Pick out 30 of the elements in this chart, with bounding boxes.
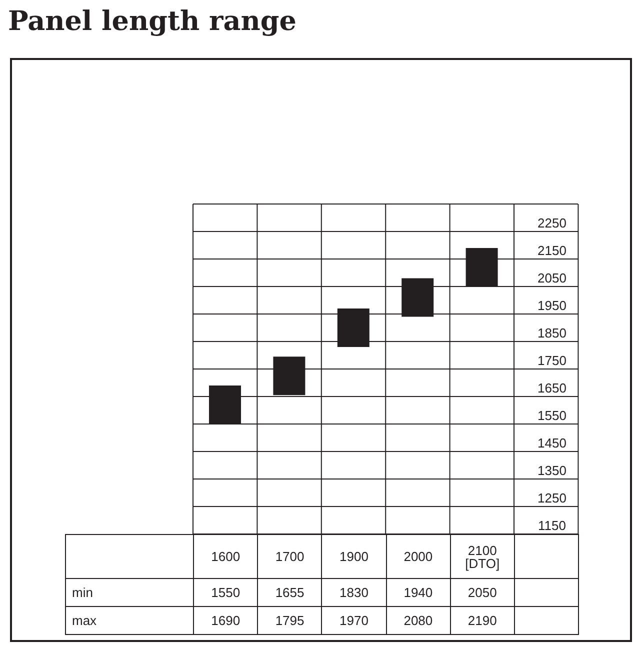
y-tick-label: 1950 — [538, 298, 566, 313]
chart-title: Panel length range — [8, 6, 296, 37]
x-tick-label: 2100 [DTO] — [464, 542, 501, 570]
y-tick-label: 1850 — [538, 326, 566, 340]
x-tick-label: 1700 — [275, 549, 304, 564]
text: 1795 — [257, 606, 322, 635]
text: 1830 — [321, 578, 387, 607]
x-tick-label: 1600 — [211, 549, 240, 564]
text: 2050 — [450, 578, 515, 607]
y-tick-label: 1550 — [538, 408, 566, 423]
y-tick-label: 1650 — [538, 380, 566, 396]
text: 2190 — [450, 606, 515, 635]
y-tick-label: 1150 — [538, 518, 566, 533]
y-tick-label: 2050 — [538, 270, 566, 286]
y-tick-label: 1450 — [538, 436, 566, 450]
text: 1655 — [257, 578, 322, 607]
y-tick-label: 1750 — [538, 353, 566, 368]
y-tick-label: 2250 — [538, 216, 566, 230]
text: 1550 — [193, 578, 258, 607]
y-tick-label: 2150 — [538, 243, 566, 258]
y-tick-label: 1250 — [538, 490, 566, 506]
text: 1940 — [386, 578, 451, 607]
text: 2080 — [386, 606, 451, 635]
x-tick-label: 1900 — [340, 549, 368, 564]
text: 1690 — [193, 606, 258, 635]
text: max — [65, 606, 194, 635]
text: 1970 — [321, 606, 387, 635]
text: min — [65, 578, 194, 607]
y-tick-label: 1350 — [538, 463, 566, 478]
x-tick-label: 2000 — [404, 549, 433, 564]
